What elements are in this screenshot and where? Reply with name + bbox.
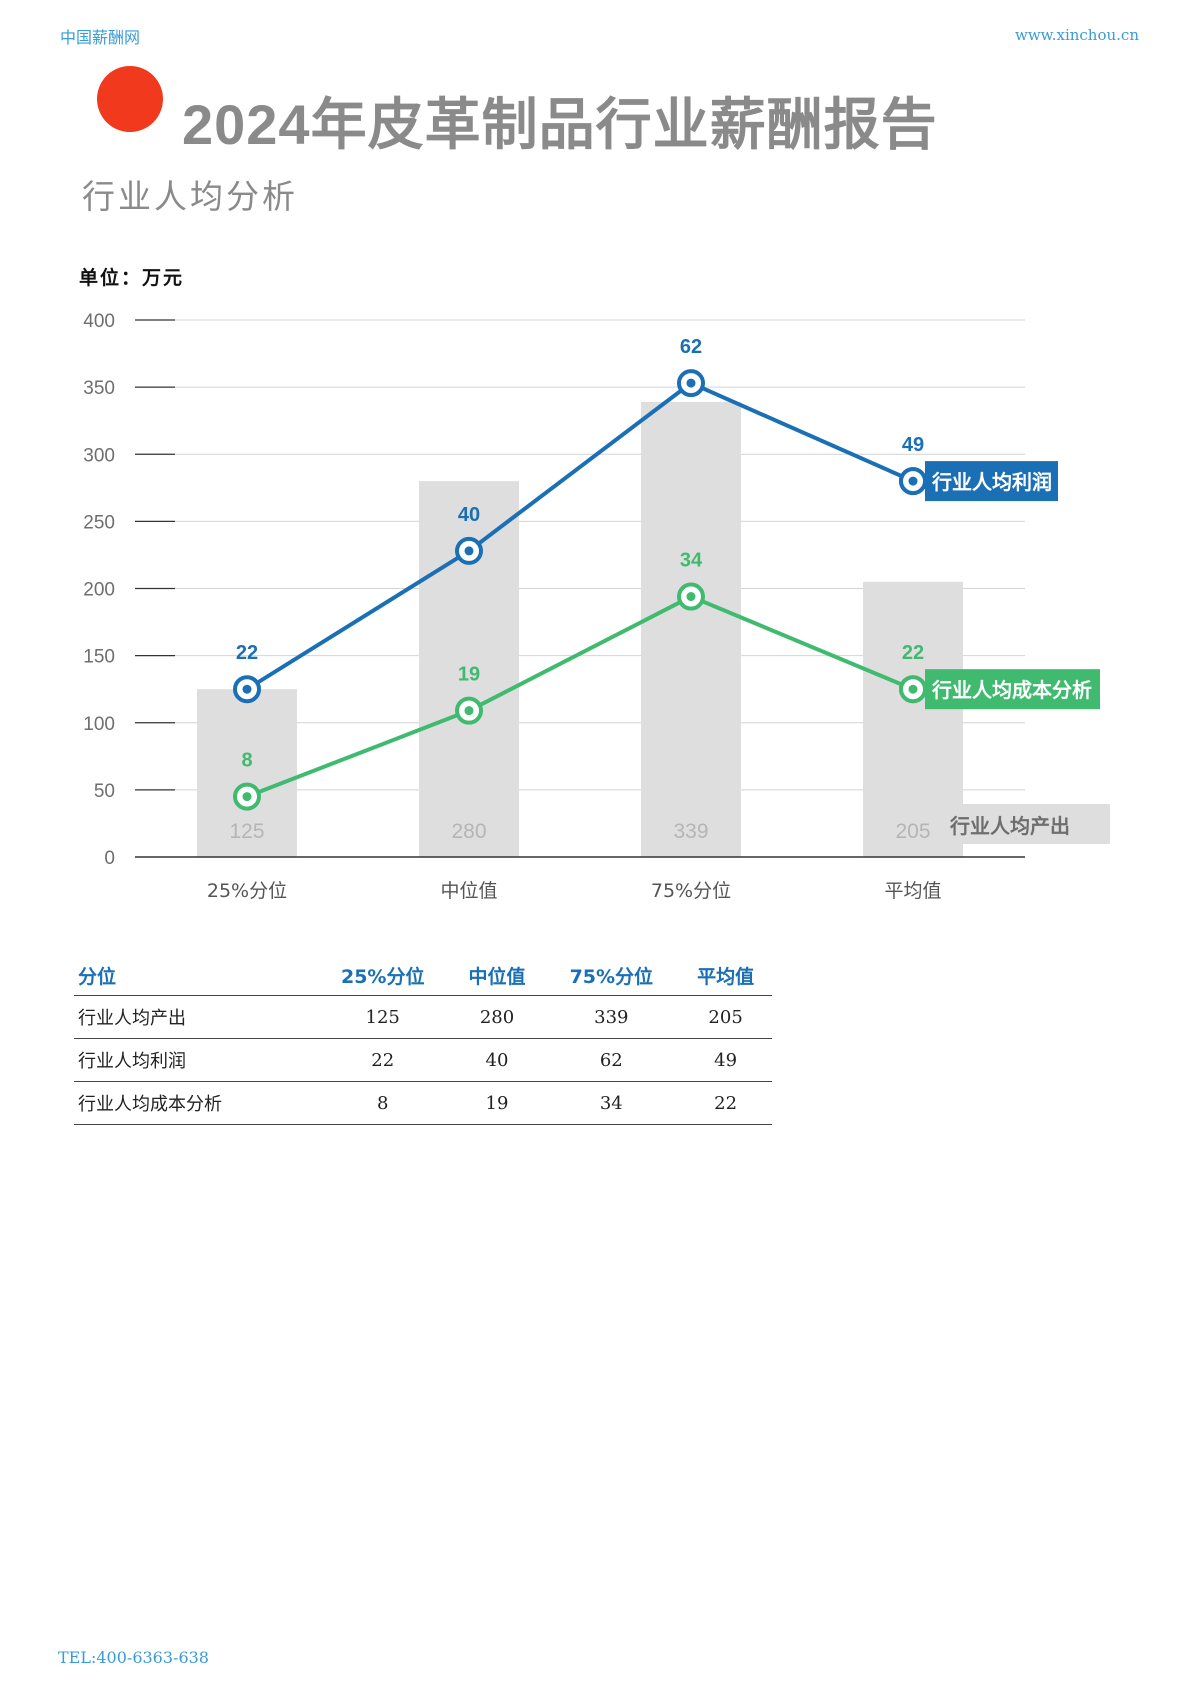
table-header-cell: 25%分位 [314,955,451,996]
legend-cost-label: 行业人均成本分析 [931,678,1092,702]
legend-profit-background [925,461,1058,502]
title-dot-icon [97,66,163,132]
y-tick-label: 200 [83,580,115,601]
bar-value-label: 339 [673,820,708,843]
y-tick-label: 300 [83,445,115,466]
bar [641,401,741,857]
table-cell: 280 [450,995,544,1039]
brand-website: www.xinchou.cn [1014,26,1139,44]
table-cell: 339 [543,995,680,1039]
section-title: 行业人均分析 [82,178,298,215]
profit-data-label: 62 [680,336,702,358]
cost-data-label: 22 [902,642,924,664]
y-tick-label: 400 [83,311,115,332]
table-row: 行业人均产出 125 280 339 205 [74,995,772,1039]
bar-value-label: 205 [895,820,930,843]
table-row-label: 行业人均成本分析 [74,1081,315,1125]
y-tick-label: 100 [83,714,115,735]
cost-data-label: 19 [458,664,480,686]
brand-name: 中国薪酬网 [60,28,141,47]
table-row: 行业人均利润 22 40 62 49 [74,1038,772,1082]
table-header-cell: 75%分位 [543,955,680,996]
legend-bar-background [935,804,1110,844]
table-cell: 125 [314,995,451,1039]
combo-chart: 0 50 100 150 200 250 300 350 400 行业人均产出 125 280 339 2… [83,311,1110,902]
table-row-label: 行业人均产出 [74,995,315,1039]
y-tick-label: 350 [83,378,115,399]
table-cell: 19 [450,1081,544,1125]
table-cell: 8 [314,1081,451,1125]
table-cell: 40 [450,1038,544,1082]
cost-data-label: 8 [241,750,252,772]
report-title: 2024年皮革制品行业薪酬报告 [182,93,938,156]
profit-data-label: 22 [236,642,258,664]
bar-value-label: 125 [229,820,264,843]
table-header-cell: 中位值 [450,955,544,996]
y-tick-label: 0 [104,848,115,869]
table-header-row: 分位 25%分位 中位值 75%分位 平均值 [74,955,772,996]
profit-point-center [686,378,696,388]
table-cell: 22 [314,1038,451,1082]
footer-tel: TEL:400-6363-638 [58,1648,209,1667]
legend-profit-label: 行业人均利润 [931,470,1052,494]
legend-cost-background [925,669,1100,710]
profit-data-label: 40 [458,504,480,526]
table-cell: 22 [679,1081,772,1125]
profit-point-center [464,546,474,556]
cost-point-center [242,792,252,802]
y-tick-label: 50 [94,781,115,802]
cost-point-center [908,684,918,694]
cost-line [246,594,914,799]
profit-point-center [908,476,918,486]
cost-point-center [686,592,696,602]
cost-data-label: 34 [680,550,703,572]
cost-point-center [464,706,474,716]
table-row: 行业人均成本分析 8 19 34 22 [74,1081,772,1125]
legend-bar-label: 行业人均产出 [949,814,1070,838]
x-tick-label: 25%分位 [207,880,287,902]
table-cell: 205 [679,995,772,1039]
table-header-cell: 平均值 [679,955,772,996]
bar [197,689,297,857]
table-cell: 34 [543,1081,680,1125]
profit-data-label: 49 [902,434,924,456]
y-tick-label: 250 [83,512,115,533]
unit-label: 单位：万元 [79,268,185,289]
x-tick-label: 中位值 [440,880,497,902]
table-header-cell: 分位 [74,955,315,996]
table-cell: 49 [679,1038,772,1082]
table-cell: 62 [543,1038,680,1082]
profit-point-center [242,684,252,694]
x-tick-label: 75%分位 [651,880,731,902]
profit-line [245,381,914,691]
y-tick-label: 150 [83,647,115,668]
x-tick-label: 平均值 [884,880,941,902]
bar-value-label: 280 [451,820,486,843]
table-row-label: 行业人均利润 [74,1038,315,1082]
data-table: 分位 25%分位 中位值 75%分位 平均值 行业人均产出 125 280 33… [74,955,772,1125]
